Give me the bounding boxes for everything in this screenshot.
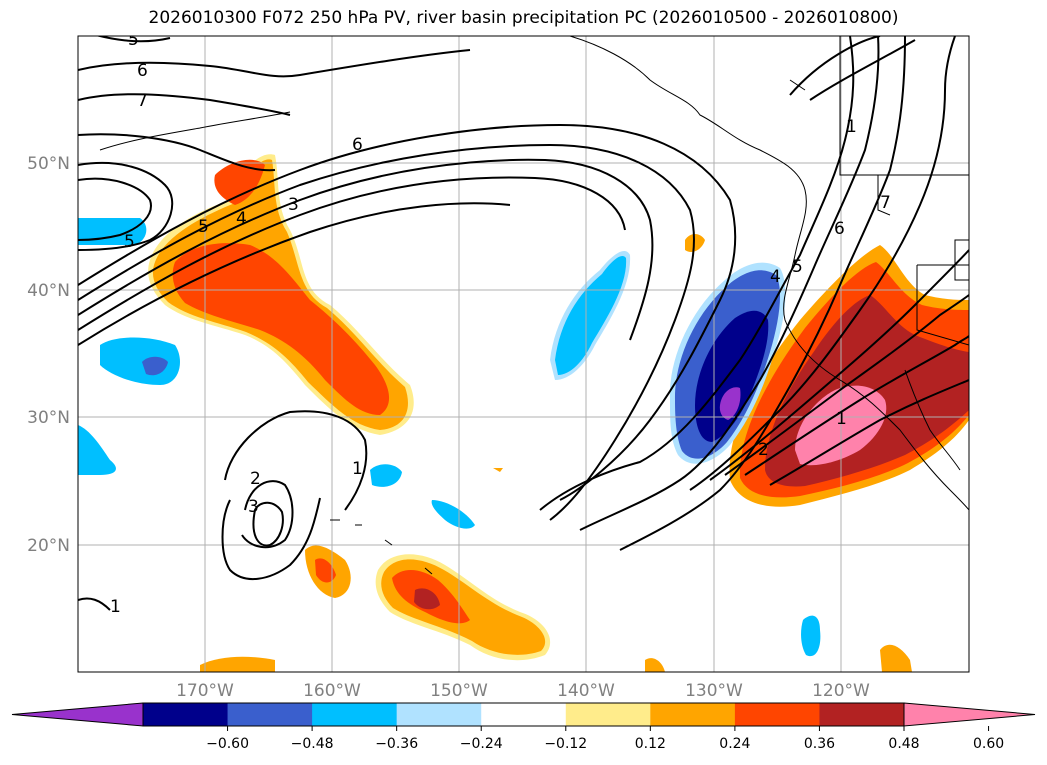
contour-label: 6 <box>834 219 845 239</box>
graticule <box>78 36 969 672</box>
contour-label: 5 <box>792 257 803 277</box>
colorbar-tick-label: 0.60 <box>973 736 1004 752</box>
contour-label: 7 <box>137 91 148 111</box>
lon-tick-label: 140°W <box>557 681 615 701</box>
lat-axis: 50°N 40°N 30°N 20°N <box>27 154 70 556</box>
colorbar-tick-label: −0.36 <box>375 736 418 752</box>
pv-contour-labels: 5 6 7 6 5 4 3 5 2 3 1 1 7 6 5 4 1 2 1 <box>110 30 891 617</box>
contour-label: 6 <box>352 135 363 155</box>
contour-label: 6 <box>137 61 148 81</box>
lon-tick-label: 150°W <box>430 681 488 701</box>
colorbar-cell <box>396 703 482 726</box>
contour-label: 5 <box>128 30 139 50</box>
colorbar-tick-label: −0.48 <box>291 736 334 752</box>
colorbar-tick-label: −0.60 <box>206 736 249 752</box>
colorbar-tick-label: −0.12 <box>544 736 587 752</box>
colorbar-tick-label: 0.36 <box>804 736 835 752</box>
colorbar-cell <box>143 703 229 726</box>
lon-tick-label: 170°W <box>176 681 234 701</box>
map-area: 5 6 7 6 5 4 3 5 2 3 1 1 7 6 5 4 1 2 1 <box>78 30 969 672</box>
coastlines <box>99 36 969 575</box>
colorbar-tick-label: −0.24 <box>460 736 503 752</box>
colorbar-cells <box>11 702 1036 727</box>
lat-tick-label: 30°N <box>27 408 70 428</box>
contour-label: 5 <box>124 232 135 252</box>
map-title: 2026010300 F072 250 hPa PV, river basin … <box>148 8 899 28</box>
contour-label: 3 <box>288 195 299 215</box>
contour-label: 1 <box>846 117 857 137</box>
colorbar-tick-label: 0.12 <box>635 736 666 752</box>
precip-field-hawaii <box>200 468 912 672</box>
colorbar-cell <box>650 703 736 726</box>
contour-label: 3 <box>248 497 259 517</box>
contour-label: 1 <box>352 459 363 479</box>
lat-tick-label: 50°N <box>27 154 70 174</box>
colorbar-cell <box>481 703 567 726</box>
lon-tick-label: 130°W <box>685 681 743 701</box>
colorbar-extend-min <box>11 702 144 727</box>
lat-tick-label: 20°N <box>27 536 70 556</box>
contour-label: 1 <box>110 597 121 617</box>
lon-axis: 170°W 160°W 150°W 140°W 130°W 120°W <box>176 681 870 701</box>
lon-tick-label: 160°W <box>303 681 361 701</box>
colorbar: −0.60 −0.48 −0.36 −0.24 −0.12 0.12 0.24 0.36 0.4… <box>11 702 1036 752</box>
colorbar-extend-max <box>903 702 1036 727</box>
contour-label: 5 <box>198 217 209 237</box>
precip-field-north-pacific <box>148 154 414 435</box>
lat-tick-label: 40°N <box>27 281 70 301</box>
colorbar-outline <box>142 702 905 727</box>
contour-label: 2 <box>250 469 261 489</box>
colorbar-ticks: −0.60 −0.48 −0.36 −0.24 −0.12 0.12 0.24 0.36 0.4… <box>206 726 1004 752</box>
colorbar-tick-label: 0.24 <box>719 736 750 752</box>
contour-label: 7 <box>880 193 891 213</box>
contour-label: 2 <box>758 440 769 460</box>
map-frame <box>77 35 970 673</box>
colorbar-cell <box>565 703 651 726</box>
lon-tick-label: 120°W <box>812 681 870 701</box>
contour-label: 4 <box>236 209 247 229</box>
colorbar-tick-label: 0.48 <box>888 736 919 752</box>
colorbar-cell <box>227 703 313 726</box>
pv-contours <box>78 36 969 611</box>
contour-label: 4 <box>770 267 781 287</box>
colorbar-cell <box>312 703 398 726</box>
colorbar-cell <box>819 703 905 726</box>
contour-label: 1 <box>836 409 847 429</box>
colorbar-cell <box>734 703 820 726</box>
